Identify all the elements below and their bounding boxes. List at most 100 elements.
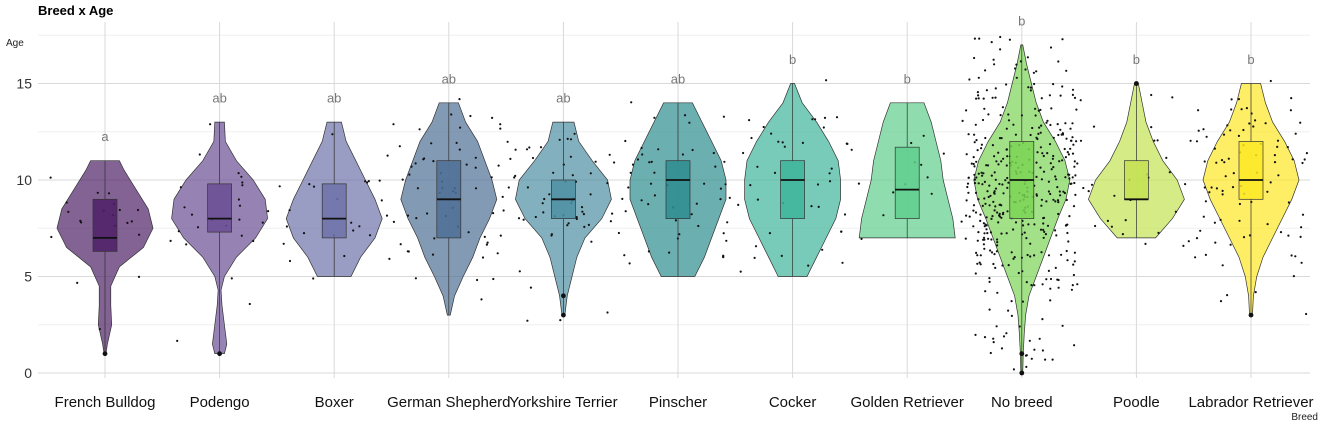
jitter-point (1064, 156, 1067, 159)
jitter-point (1073, 181, 1076, 185)
jitter-point (1000, 160, 1003, 163)
jitter-point (1002, 335, 1006, 338)
jitter-point (80, 221, 83, 224)
jitter-point (1079, 139, 1083, 142)
jitter-point (1252, 125, 1255, 128)
jitter-point (1073, 251, 1076, 254)
jitter-point (1153, 139, 1156, 142)
jitter-point (1045, 278, 1048, 281)
jitter-point (983, 180, 987, 183)
jitter-point (534, 215, 537, 219)
jitter-point (1290, 97, 1293, 100)
jitter-point (483, 235, 486, 238)
jitter-point (1001, 106, 1005, 109)
jitter-point (1047, 269, 1050, 272)
jitter-point (575, 216, 578, 219)
jitter-point (1194, 256, 1197, 259)
jitter-point (1002, 192, 1005, 195)
jitter-point (1300, 226, 1303, 229)
jitter-point (1224, 175, 1227, 178)
jitter-point (571, 174, 574, 177)
jitter-point (992, 58, 995, 61)
jitter-point (573, 132, 576, 135)
jitter-point (1289, 109, 1292, 112)
jitter-point (1189, 139, 1192, 142)
jitter-point (430, 142, 433, 145)
jitter-point (1057, 60, 1060, 63)
jitter-point (455, 141, 458, 144)
jitter-point (209, 123, 212, 126)
jitter-point (990, 41, 993, 44)
jitter-point (748, 119, 751, 122)
jitter-point (1035, 175, 1038, 178)
jitter-point (1106, 219, 1109, 222)
jitter-point (1032, 71, 1035, 74)
jitter-point (465, 163, 468, 166)
jitter-point (589, 172, 592, 175)
jitter-point (1057, 133, 1060, 137)
jitter-point (977, 94, 980, 97)
jitter-point (1195, 237, 1199, 240)
jitter-point (624, 139, 627, 143)
jitter-point (922, 134, 925, 137)
jitter-point (1276, 145, 1279, 148)
jitter-point (587, 223, 591, 226)
jitter-point (1059, 94, 1062, 97)
jitter-point (514, 148, 517, 151)
jitter-point (987, 113, 990, 116)
jitter-point (1006, 186, 1009, 189)
jitter-point (989, 249, 992, 252)
jitter-point (974, 191, 978, 194)
jitter-point (1229, 129, 1232, 132)
jitter-point (1069, 147, 1072, 150)
jitter-point (990, 174, 993, 177)
jitter-point (378, 179, 381, 182)
jitter-point (973, 56, 976, 60)
jitter-point (252, 239, 255, 243)
jitter-point (976, 262, 979, 265)
jitter-point (450, 113, 453, 116)
jitter-point (1039, 108, 1042, 111)
jitter-point (367, 180, 370, 183)
jitter-point (678, 233, 681, 236)
jitter-point (474, 156, 477, 159)
jitter-point (248, 302, 251, 306)
jitter-point (183, 206, 186, 209)
jitter-point (1299, 235, 1302, 238)
jitter-point (1290, 254, 1293, 257)
jitter-point (581, 210, 584, 213)
jitter-point (288, 209, 291, 212)
jitter-point (414, 277, 417, 280)
jitter-point (1082, 186, 1085, 190)
jitter-point (1010, 251, 1013, 254)
jitter-point (650, 160, 653, 163)
significance-letter: ab (556, 91, 570, 106)
jitter-point (653, 194, 657, 197)
jitter-point (1231, 186, 1235, 189)
jitter-point (723, 160, 726, 163)
jitter-point (364, 180, 367, 183)
jitter-point (1168, 171, 1171, 174)
jitter-point (988, 277, 991, 280)
jitter-point (1026, 56, 1029, 59)
jitter-point (499, 123, 502, 126)
jitter-point (566, 224, 569, 227)
box-iqr (321, 183, 347, 239)
jitter-point (1034, 114, 1037, 117)
jitter-point (920, 163, 923, 166)
jitter-point (1305, 312, 1308, 316)
jitter-point (422, 158, 425, 161)
jitter-point (995, 250, 999, 253)
outlier-point (1019, 370, 1025, 376)
jitter-point (750, 136, 753, 140)
jitter-point (497, 164, 500, 167)
jitter-point (1047, 180, 1050, 183)
jitter-point (1048, 94, 1051, 97)
jitter-point (1070, 182, 1073, 185)
jitter-point (1072, 143, 1075, 146)
outlier-point (217, 351, 223, 357)
jitter-point (1059, 194, 1062, 197)
jitter-point (136, 208, 140, 212)
jitter-point (722, 232, 725, 235)
jitter-point (653, 171, 656, 174)
